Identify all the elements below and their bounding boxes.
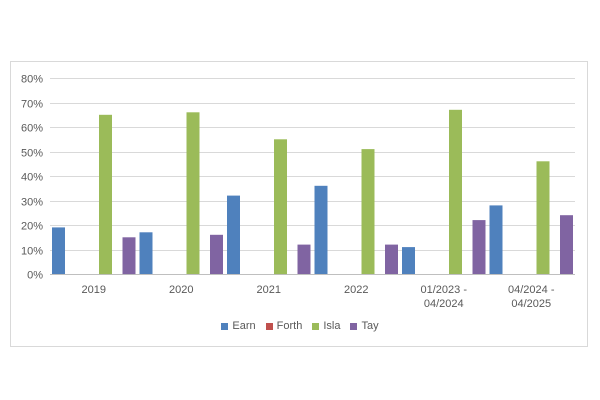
- y-tick-label: 20%: [21, 221, 43, 233]
- legend-label-forth: Forth: [276, 320, 303, 332]
- y-tick-label: 40%: [21, 172, 43, 184]
- legend-item-earn: Earn: [221, 320, 256, 332]
- bar-isla-2: [274, 139, 287, 275]
- bar-tay-3: [385, 244, 398, 274]
- bar-isla-1: [186, 112, 200, 274]
- bar-earn-3: [314, 185, 328, 274]
- x-tick-label: 2019: [82, 284, 106, 296]
- y-tick-label: 80%: [21, 74, 43, 86]
- legend-label-earn: Earn: [232, 320, 256, 332]
- bar-earn-0: [52, 227, 65, 274]
- legend-item-forth: Forth: [265, 320, 303, 332]
- legend-swatch-earn: [221, 322, 229, 330]
- legend-label-isla: Isla: [323, 320, 341, 332]
- x-axis-ticks: 2019 2020 2021 2022 01/2023 -04/2024 04/2024 …: [82, 284, 555, 310]
- legend-label-tay: Tay: [361, 320, 379, 332]
- bar-earn-5: [489, 205, 503, 274]
- bar-tay-4: [472, 220, 486, 274]
- bar-tay-0: [122, 237, 136, 275]
- x-tick-label: 01/2023 -04/2024: [421, 284, 468, 310]
- bar-tay-5: [560, 215, 573, 274]
- bar-tay-1: [210, 234, 223, 274]
- y-tick-label: 10%: [21, 246, 43, 258]
- x-tick-label: 2022: [344, 284, 368, 296]
- bar-isla-5: [536, 161, 550, 274]
- legend-item-tay: Tay: [350, 320, 379, 332]
- x-tick-label: 04/2024 -04/2025: [508, 284, 555, 310]
- y-axis-ticks: 0% 10% 20% 30% 40% 50% 60% 70% 80%: [21, 74, 43, 282]
- bar-earn-4: [402, 247, 415, 274]
- x-tick-label: 2021: [257, 284, 281, 296]
- bar-earn-1: [139, 232, 153, 274]
- x-tick-label: 2020: [169, 284, 193, 296]
- legend: Earn Forth Isla Tay: [0, 318, 600, 334]
- bar-isla-0: [99, 114, 112, 275]
- y-tick-label: 60%: [21, 123, 43, 135]
- legend-swatch-forth: [265, 322, 273, 330]
- bar-tay-2: [297, 244, 311, 274]
- y-tick-label: 0%: [27, 270, 43, 282]
- legend-swatch-tay: [350, 322, 358, 330]
- y-tick-label: 70%: [21, 99, 43, 111]
- legend-swatch-isla: [312, 322, 320, 330]
- bar-isla-4: [449, 109, 462, 274]
- bar-earn-2: [227, 195, 240, 274]
- y-tick-label: 30%: [21, 197, 43, 209]
- gridlines: [50, 78, 575, 275]
- y-tick-label: 50%: [21, 148, 43, 160]
- bar-isla-3: [361, 149, 375, 274]
- legend-item-isla: Isla: [312, 320, 340, 332]
- bars: [52, 109, 573, 275]
